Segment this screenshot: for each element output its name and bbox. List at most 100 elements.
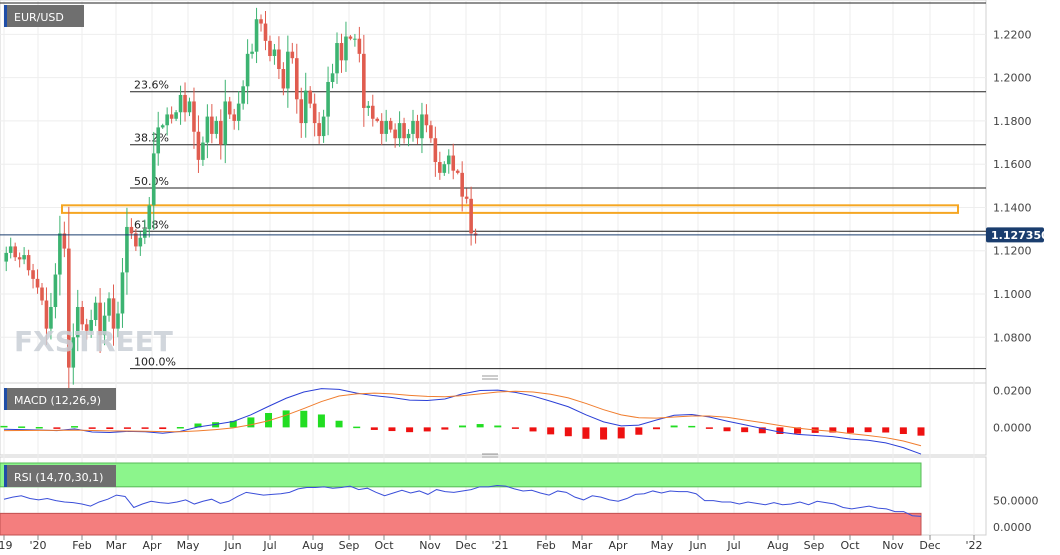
candle [89,309,93,338]
macd-histogram-bar [229,420,237,428]
candle-body [455,170,460,173]
macd-histogram-bar [617,427,625,439]
macd-axis: 0.0200 0.0000 [993,385,1032,435]
candle [451,143,456,180]
macd-resize-handle[interactable] [482,375,498,380]
macd-histogram-bar [388,427,396,432]
candle-body [420,114,424,139]
candle-body [35,278,40,288]
candle [84,318,89,340]
candle-body [84,324,89,331]
candle-body [397,123,402,139]
candle-body [40,287,44,301]
candle-body [62,233,67,249]
candle [151,131,156,230]
gridlines [0,0,986,535]
candle-body [31,270,35,279]
time-tick-label: '22 [965,539,982,552]
symbol-label: EUR/USD [14,11,64,24]
candle [241,80,245,110]
candle-body [183,94,187,113]
candle [259,14,263,32]
time-tick-label: May [177,539,200,552]
candle [192,87,196,149]
macd-histogram-bar [300,410,308,428]
price-tick-label: 1.0800 [993,331,1032,344]
macd-histogram-bar [723,427,731,432]
rsi-oversold-zone [0,512,922,536]
candle-body [129,226,134,234]
price-tick-label: 1.1000 [993,288,1032,301]
candle [263,11,268,51]
time-tick-label: Jul [726,539,740,552]
candle [420,102,424,154]
rsi-resize-handle[interactable] [482,453,498,458]
candle [227,96,232,119]
candle [339,33,344,73]
macd-histogram-bar [370,427,378,430]
time-tick-label: Aug [302,539,323,552]
macd-histogram-bar [846,427,854,433]
candle-body [406,133,411,139]
candle-body [147,205,152,230]
candle [143,219,147,245]
candle-body [446,155,451,165]
candle-body [44,300,49,329]
candle [4,246,9,272]
candle [286,35,290,108]
time-tick-label: Jun [223,539,241,552]
candle-body [156,127,161,154]
candle-body [379,120,384,134]
candle-body [469,198,473,234]
candle [80,300,85,331]
macd-histogram-bar [0,425,8,428]
last-price-value: 1.127350 [991,229,1049,242]
price-tick-label: 1.1400 [993,201,1032,214]
time-tick-label: Nov [882,539,904,552]
candle [62,221,67,258]
candle-body [165,114,169,126]
macd-histogram-bar [335,420,343,428]
candle-body [8,246,13,253]
fib-label: 38.2% [134,132,169,145]
candle-body [375,118,380,121]
candle [218,109,223,160]
candle-body [67,248,71,368]
candle [22,247,26,265]
candle-body [460,172,464,197]
candle [277,36,281,80]
candle [330,63,335,89]
macd-histogram-bar [459,425,466,428]
candle-body [303,90,308,124]
candle-body [366,105,371,108]
candle [214,116,219,139]
candle [107,292,111,322]
macd-histogram-bar [864,427,872,433]
candle-body [339,43,344,61]
macd-histogram-bar [511,427,519,429]
candle [210,104,214,144]
candle [411,109,415,142]
candle [165,107,169,136]
candle [98,288,102,353]
candle [26,249,31,276]
candle-body [49,307,53,329]
candle [178,85,183,125]
candle-body [281,68,286,89]
time-tick-label: Mar [572,539,593,552]
candle-body [424,114,429,126]
candle [393,123,397,148]
candle-body [250,51,254,54]
candle [344,21,348,72]
signal-line [3,390,922,447]
candle [446,149,451,174]
price-panel [0,0,987,384]
candle-body [393,129,397,139]
macd-histogram-bar [423,427,431,432]
candle [455,169,460,175]
macd-histogram-bar [688,425,696,428]
macd-histogram-bar [600,427,608,440]
candle-body [268,40,272,57]
candle-body [98,302,102,336]
candle-body [438,162,442,173]
